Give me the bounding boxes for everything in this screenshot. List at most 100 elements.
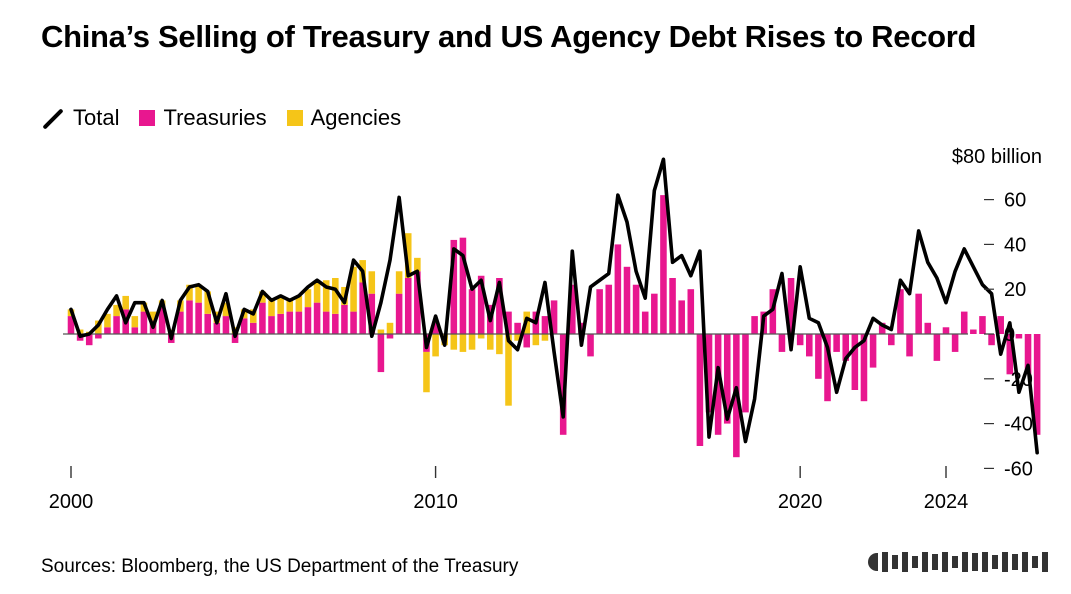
bar-agencies [250, 309, 257, 323]
bar-treasuries [596, 289, 603, 334]
bar-treasuries [404, 278, 412, 334]
bar-treasuries [177, 311, 184, 334]
legend-label-treasuries: Treasuries [163, 105, 267, 130]
bar-treasuries [951, 334, 959, 352]
bar-treasuries [897, 289, 904, 334]
chart-title: China’s Selling of Treasury and US Agenc… [41, 19, 977, 54]
bar-treasuries [651, 293, 658, 334]
x-tick-label: 2020 [778, 491, 823, 513]
y-tick-label: 60 [1004, 190, 1026, 212]
bar-treasuries [632, 284, 640, 334]
bar-agencies [304, 289, 312, 308]
bar-treasuries [541, 316, 549, 334]
bar-agencies [313, 282, 321, 303]
bar-treasuries [587, 334, 594, 357]
bar-treasuries [386, 334, 394, 339]
bar-treasuries [714, 334, 722, 435]
bar-treasuries [723, 334, 731, 424]
bar-treasuries [924, 322, 932, 334]
bar-treasuries [496, 278, 503, 334]
bar-treasuries [988, 334, 995, 346]
bar-treasuries [104, 327, 111, 334]
bar-treasuries [1033, 334, 1041, 435]
bar-agencies [259, 291, 266, 303]
bar-treasuries [1006, 334, 1014, 375]
bar-treasuries [231, 334, 239, 343]
bar-treasuries [614, 244, 622, 334]
bar-treasuries [942, 327, 950, 334]
bar-treasuries [1015, 334, 1023, 339]
bar-treasuries [806, 334, 813, 357]
bar-treasuries [778, 334, 786, 352]
y-tick-label: -40 [1004, 414, 1033, 436]
legend-item-agencies: Agencies [286, 105, 402, 131]
bar-agencies [404, 233, 412, 278]
bar-treasuries [322, 311, 330, 334]
bar-treasuries [523, 334, 531, 348]
bar-agencies [277, 295, 284, 314]
bar-treasuries [477, 275, 485, 334]
bar-treasuries [960, 311, 968, 334]
bar-agencies [104, 313, 111, 328]
bar-treasuries [414, 271, 421, 334]
bar-treasuries [787, 278, 795, 334]
legend-label-agencies: Agencies [310, 105, 402, 130]
bar-treasuries [341, 304, 348, 334]
y-tick-label: 20 [1004, 279, 1026, 301]
bar-treasuries [140, 311, 148, 334]
bar-treasuries [869, 334, 877, 368]
bar-treasuries [641, 311, 649, 334]
bar-treasuries [851, 334, 859, 390]
bar-treasuries [377, 334, 385, 373]
bar-treasuries [514, 322, 521, 334]
bar-agencies [532, 334, 540, 346]
bar-treasuries [213, 322, 221, 334]
bar-agencies [541, 334, 549, 341]
bar-treasuries [204, 313, 211, 334]
bar-treasuries [240, 318, 248, 334]
bar-agencies [204, 291, 211, 314]
bar-treasuries [113, 316, 120, 334]
bar-agencies [149, 311, 157, 321]
legend: Total Treasuries Agencies [41, 105, 421, 131]
bar-treasuries [85, 334, 93, 346]
source-note: Sources: Bloomberg, the US Department of… [41, 556, 519, 577]
bar-treasuries [304, 307, 312, 334]
bar-treasuries [815, 334, 822, 379]
bar-treasuries [350, 311, 357, 334]
bar-treasuries [742, 334, 749, 413]
bar-treasuries [997, 316, 1004, 334]
bar-treasuries [705, 334, 713, 413]
bar-treasuries [222, 316, 230, 334]
x-tick-label: 2000 [49, 491, 94, 513]
bar-agencies [332, 278, 339, 314]
bar-treasuries [505, 311, 512, 334]
bar-treasuries [432, 322, 439, 334]
bar-agencies [368, 271, 376, 294]
bar-treasuries [696, 334, 704, 446]
x-tick-label: 2010 [413, 491, 458, 513]
bar-treasuries [395, 293, 403, 334]
bar-treasuries [459, 237, 467, 334]
bar-treasuries [751, 316, 758, 334]
bar-agencies [113, 304, 120, 317]
bar-treasuries [878, 322, 886, 334]
treasuries-swatch-icon [139, 110, 156, 126]
bar-treasuries [678, 300, 685, 334]
bar-agencies [122, 295, 129, 310]
bar-agencies [268, 300, 275, 317]
legend-label-total: Total [73, 105, 120, 130]
bar-treasuries [660, 195, 667, 334]
bar-agencies [195, 284, 202, 303]
bar-treasuries [195, 302, 202, 334]
bar-agencies [450, 334, 458, 350]
bar-treasuries [131, 327, 139, 334]
watermark-logo-icon [868, 552, 1052, 572]
bar-treasuries [605, 284, 613, 334]
bar-agencies [286, 300, 294, 312]
bar-agencies [395, 271, 403, 294]
bar-treasuries [796, 334, 804, 346]
bar-agencies [505, 334, 512, 406]
y-tick-label: -20 [1004, 369, 1033, 391]
